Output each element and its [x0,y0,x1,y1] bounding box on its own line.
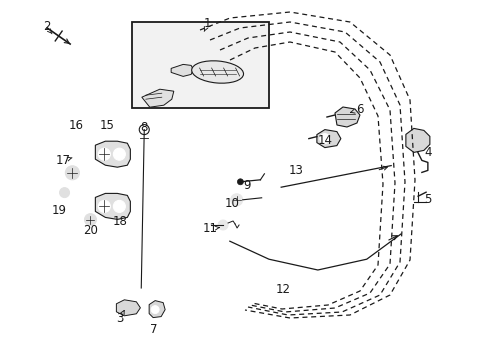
Text: 2: 2 [42,21,50,33]
Circle shape [65,166,79,180]
Text: 13: 13 [288,165,303,177]
Text: 12: 12 [276,283,290,296]
Text: 8: 8 [140,121,148,134]
Circle shape [84,213,96,226]
Text: 4: 4 [423,147,431,159]
Circle shape [113,148,125,160]
Bar [132,22,268,108]
Circle shape [230,194,242,206]
Text: 10: 10 [224,197,239,210]
Circle shape [237,179,243,185]
Text: 3: 3 [116,312,123,325]
Text: 7: 7 [150,323,158,336]
Polygon shape [405,129,429,152]
Polygon shape [334,107,359,127]
Polygon shape [116,300,140,316]
Polygon shape [171,64,193,76]
Circle shape [113,201,125,212]
Circle shape [98,201,110,212]
Text: 5: 5 [423,193,431,206]
Polygon shape [149,301,165,318]
Text: 14: 14 [317,134,332,147]
Polygon shape [142,89,173,107]
Text: 11: 11 [203,222,217,235]
Polygon shape [95,193,130,219]
Text: 9: 9 [243,179,250,192]
Circle shape [98,148,110,160]
Circle shape [218,220,227,230]
Text: 19: 19 [51,204,66,217]
Ellipse shape [191,61,243,83]
Text: 1: 1 [203,17,211,30]
Polygon shape [316,130,340,148]
Text: 18: 18 [112,215,127,228]
Text: 6: 6 [355,103,363,116]
Polygon shape [95,141,130,167]
Text: 20: 20 [83,224,98,237]
Circle shape [151,306,159,314]
Text: 17: 17 [56,154,71,167]
Text: 15: 15 [100,120,115,132]
Circle shape [319,134,329,144]
Text: 16: 16 [68,120,83,132]
Circle shape [60,188,69,198]
